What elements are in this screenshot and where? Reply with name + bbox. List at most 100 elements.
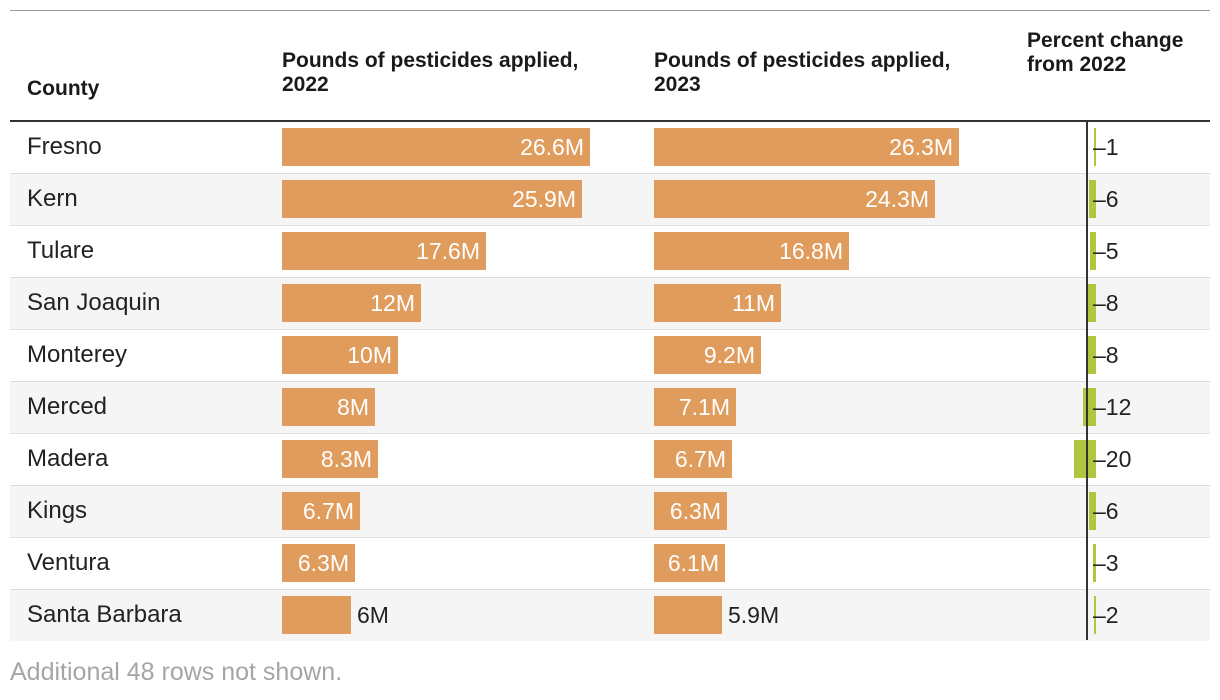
percent-change-label: –8: [1093, 342, 1119, 368]
bar-label-2022: 25.9M: [512, 186, 576, 212]
percent-change-label: –5: [1093, 238, 1119, 264]
bar-cell-2022: 6.7M: [282, 492, 644, 530]
percent-change-label: –8: [1093, 290, 1119, 316]
percent-change-label: –3: [1093, 550, 1119, 576]
percent-change-label: –1: [1093, 134, 1119, 160]
percent-zero-axis: [1086, 122, 1088, 640]
footnote: Additional 48 rows not shown.: [10, 658, 343, 686]
percent-change-bar: [1087, 336, 1096, 374]
bar-cell-2022: 12M: [282, 284, 644, 322]
table-row: Santa Barbara 6M 5.9M –2: [10, 590, 1210, 641]
county-name: Merced: [27, 393, 108, 420]
header-pounds-2023[interactable]: Pounds of pesticides applied, 2023: [654, 49, 951, 96]
bar-cell-2023: 6.3M: [654, 492, 1016, 530]
bar-label-2023: 5.9M: [728, 602, 780, 628]
bar-2022: [282, 596, 351, 634]
percent-change-bar: [1089, 180, 1096, 218]
table-row: Fresno 26.6M 26.3M –1: [10, 122, 1210, 174]
bar-2023: [654, 336, 761, 374]
bar-cell-2022: 17.6M: [282, 232, 644, 270]
bar-cell-2022: 26.6M: [282, 128, 644, 166]
percent-change-cell: –3: [1027, 538, 1210, 589]
percent-change-cell: –1: [1027, 122, 1210, 173]
bar-2023: [654, 596, 722, 634]
bar-label-2023: 6.7M: [674, 446, 726, 472]
percent-change-cell: –8: [1027, 278, 1210, 329]
percent-change-bar: [1074, 440, 1096, 478]
percent-change-bar: [1093, 544, 1096, 582]
percent-change-cell: –5: [1027, 226, 1210, 277]
percent-change-cell: –12: [1027, 382, 1210, 433]
county-name: San Joaquin: [27, 289, 161, 316]
bar-cell-2023: 11M: [654, 284, 1016, 322]
percent-change-label: –6: [1093, 498, 1119, 524]
bar-2023: [654, 284, 781, 322]
bar-2023: [654, 544, 725, 582]
header-percent-change[interactable]: Percent change from 2022: [1027, 29, 1184, 76]
table-row: Ventura 6.3M 6.1M –3: [10, 538, 1210, 590]
bar-2022: [282, 180, 582, 218]
county-name: Kings: [27, 497, 88, 524]
bar-2023: [654, 492, 727, 530]
bar-label-2023: 7.1M: [678, 394, 730, 420]
bar-cell-2023: 26.3M: [654, 128, 1016, 166]
bar-2023: [654, 440, 732, 478]
bar-label-2022: 10M: [347, 342, 392, 368]
bar-cell-2022: 8.3M: [282, 440, 644, 478]
bar-cell-2023: 7.1M: [654, 388, 1016, 426]
top-rule: [10, 10, 1210, 11]
bar-cell-2022: 6.3M: [282, 544, 644, 582]
percent-change-cell: –2: [1027, 590, 1210, 641]
bar-2022: [282, 232, 486, 270]
bar-label-2023: 11M: [731, 290, 775, 316]
bar-cell-2023: 6.7M: [654, 440, 1016, 478]
bar-label-2023: 26.3M: [889, 134, 953, 160]
header-pounds-2022[interactable]: Pounds of pesticides applied, 2022: [282, 49, 579, 96]
county-name: Kern: [27, 185, 78, 212]
bar-label-2022: 6M: [357, 602, 389, 628]
bar-label-2023: 24.3M: [865, 186, 929, 212]
header-county[interactable]: County: [27, 77, 100, 100]
bar-2022: [282, 440, 378, 478]
percent-change-cell: –20: [1027, 434, 1210, 485]
percent-change-label: –6: [1093, 186, 1119, 212]
table-row: Monterey 10M 9.2M –8: [10, 330, 1210, 382]
table-row: Tulare 17.6M 16.8M –5: [10, 226, 1210, 278]
bar-label-2022: 8M: [337, 394, 369, 420]
percent-change-cell: –6: [1027, 174, 1210, 225]
bar-2022: [282, 388, 375, 426]
bar-label-2023: 16.8M: [779, 238, 843, 264]
percent-change-cell: –8: [1027, 330, 1210, 381]
bar-cell-2022: 8M: [282, 388, 644, 426]
percent-change-bar: [1094, 596, 1096, 634]
percent-change-bar: [1090, 232, 1096, 270]
table-row: Madera 8.3M 6.7M –20: [10, 434, 1210, 486]
bar-label-2022: 6.3M: [297, 550, 349, 576]
bar-label-2022: 6.7M: [302, 498, 354, 524]
bar-2022: [282, 284, 421, 322]
table-row: Kings 6.7M 6.3M –6: [10, 486, 1210, 538]
county-name: Santa Barbara: [27, 601, 182, 628]
bar-2022: [282, 336, 398, 374]
percent-change-bar: [1089, 492, 1096, 530]
percent-change-cell: –6: [1027, 486, 1210, 537]
bar-label-2022: 17.6M: [416, 238, 480, 264]
percent-change-bar: [1087, 284, 1096, 322]
bar-cell-2023: 16.8M: [654, 232, 1016, 270]
bar-cell-2023: 24.3M: [654, 180, 1016, 218]
table-row: Merced 8M 7.1M –12: [10, 382, 1210, 434]
bar-2022: [282, 544, 355, 582]
county-name: Ventura: [27, 549, 110, 576]
county-name: Monterey: [27, 341, 128, 368]
bar-2023: [654, 180, 935, 218]
bar-label-2023: 6.1M: [667, 550, 719, 576]
bar-cell-2023: 5.9M: [654, 596, 1016, 634]
bar-2022: [282, 128, 590, 166]
table-row: San Joaquin 12M 11M –8: [10, 278, 1210, 330]
table-header: County Pounds of pesticides applied, 202…: [10, 12, 1210, 120]
county-name: Fresno: [27, 133, 102, 160]
percent-change-label: –12: [1093, 394, 1132, 420]
table-body: Fresno 26.6M 26.3M –1 Kern 25.9M 24.3M –6 Tulare…: [10, 122, 1210, 641]
bar-label-2022: 8.3M: [320, 446, 372, 472]
header-rule: [10, 120, 1210, 122]
